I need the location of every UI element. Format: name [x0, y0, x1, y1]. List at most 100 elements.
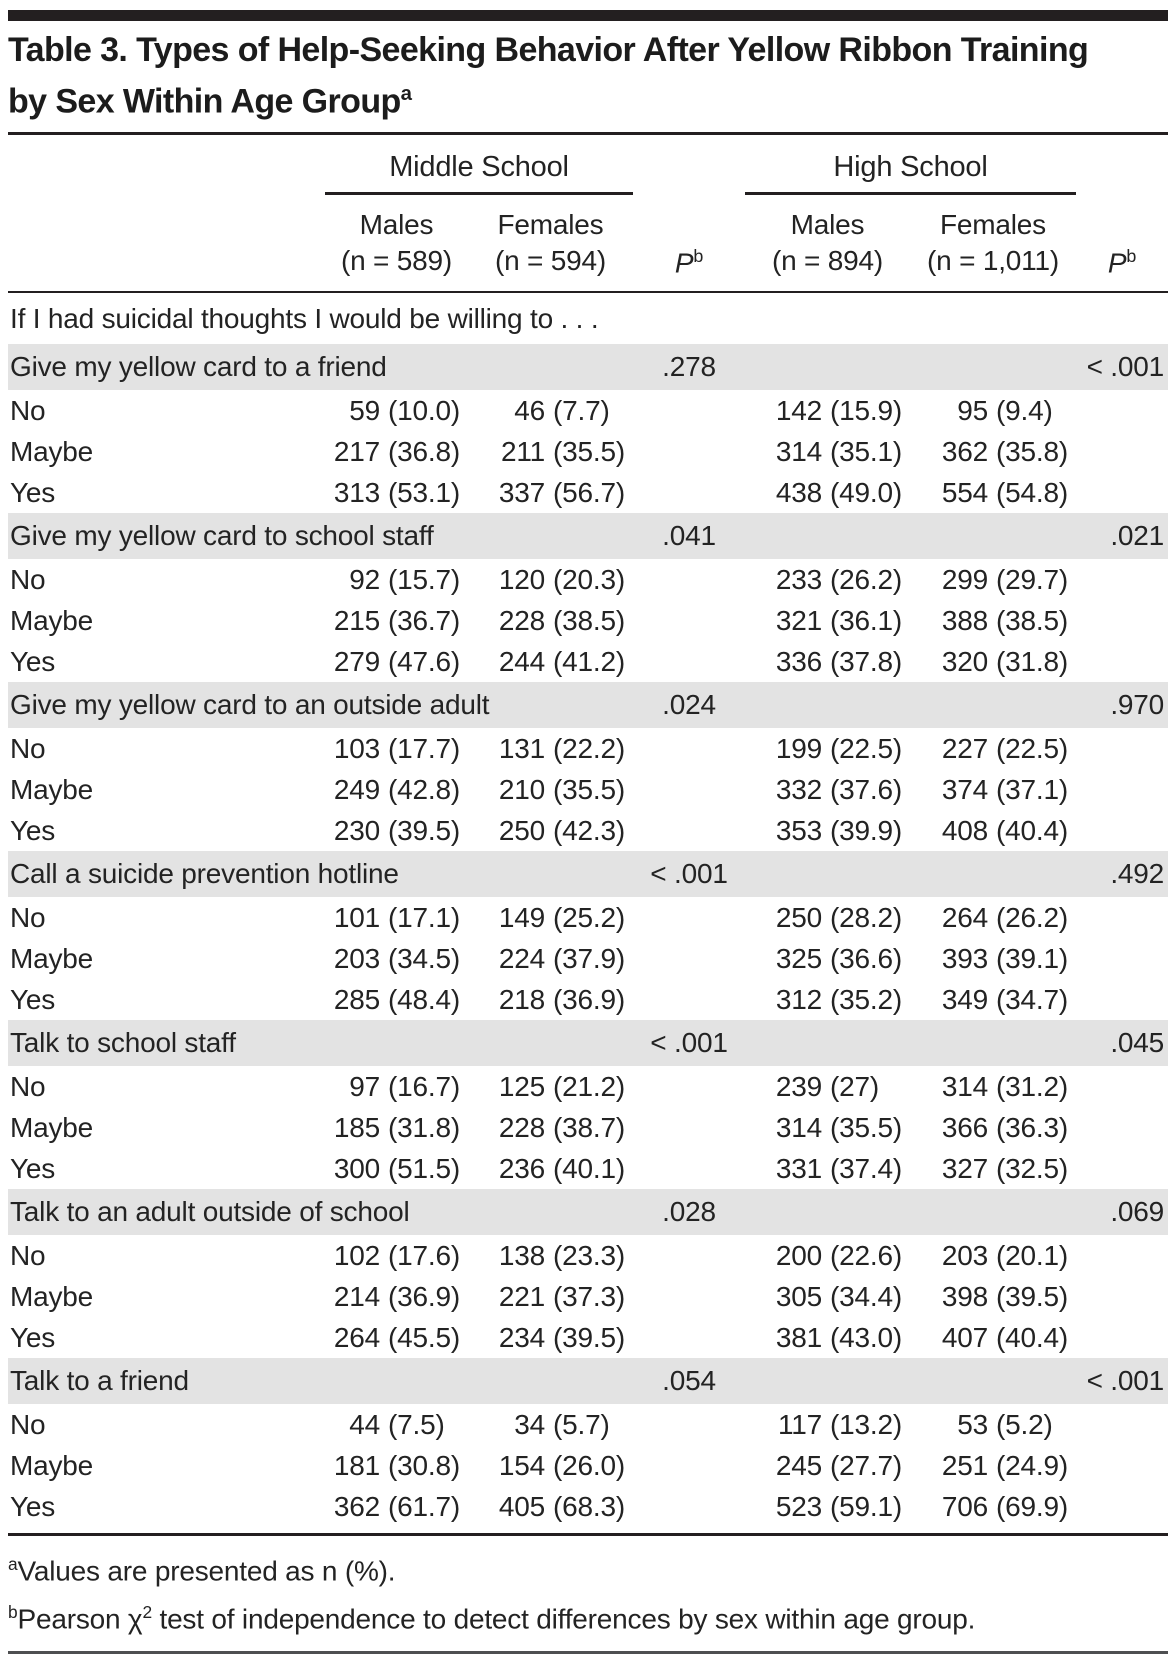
- question-stem-row: If I had suicidal thoughts I would be wi…: [8, 292, 1168, 344]
- col-hs-males: Males (n = 894): [771, 209, 884, 277]
- cell-ms-males: 203 (34.5): [333, 942, 460, 974]
- response-label: No: [10, 1070, 46, 1102]
- response-label: Maybe: [10, 1449, 94, 1481]
- behavior-row: Talk to a friend .054 < .001: [8, 1358, 1169, 1405]
- title-divider-rule: [8, 132, 1168, 136]
- cell-hs-females: 374 (37.1): [941, 773, 1068, 805]
- footnote-b: bPearson χ2 test of independence to dete…: [8, 1601, 976, 1634]
- cell-hs-females: 320 (31.8): [941, 645, 1068, 677]
- behavior-row: Talk to school staff < .001 .045: [8, 1020, 1169, 1067]
- response-label: No: [10, 1239, 46, 1271]
- behavior-label: Give my yellow card to school staff: [10, 520, 434, 552]
- table-row: Yes 285 (48.4) 218 (36.9) 312 (35.2) 349 (34.7): [8, 979, 1168, 1020]
- col-hs-females: Females (n = 1,011): [927, 209, 1059, 277]
- table-row: Yes 362 (61.7) 405 (68.3) 523 (59.1) 706 (69.9): [8, 1486, 1168, 1527]
- cell-ms-males: 103 (17.7): [333, 732, 460, 764]
- cell-ms-males: 44 (7.5): [349, 1408, 445, 1440]
- p-value-high: .069: [1110, 1196, 1165, 1228]
- table-row: Yes 279 (47.6) 244 (41.2) 336 (37.8) 320 (31.8): [8, 641, 1168, 682]
- cell-ms-males: 362 (61.7): [333, 1490, 460, 1522]
- cell-hs-females: 327 (32.5): [941, 1152, 1068, 1184]
- cell-ms-females: 244 (41.2): [498, 645, 625, 677]
- group-middle-school: Middle School: [325, 135, 633, 196]
- cell-hs-males: 336 (37.8): [775, 645, 902, 677]
- col-ms-males: Males (n = 589): [340, 209, 453, 277]
- col-p-middle: Pb: [674, 246, 704, 279]
- group-high-school: High School: [745, 135, 1077, 196]
- cell-hs-females: 362 (35.8): [941, 435, 1068, 467]
- cell-hs-females: 95 (9.4): [957, 394, 1053, 426]
- cell-ms-females: 228 (38.7): [498, 1111, 625, 1143]
- p-value-middle: .041: [662, 520, 716, 552]
- cell-ms-males: 215 (36.7): [333, 604, 460, 636]
- cell-hs-males: 314 (35.1): [775, 435, 902, 467]
- cell-hs-males: 438 (49.0): [775, 476, 902, 508]
- behavior-label: Talk to a friend: [10, 1365, 189, 1397]
- table-row: Maybe 181 (30.8) 154 (26.0) 245 (27.7) 251 (24.9…: [8, 1445, 1168, 1486]
- cell-hs-females: 53 (5.2): [957, 1408, 1053, 1440]
- cell-hs-males: 314 (35.5): [775, 1111, 902, 1143]
- table-row: Maybe 214 (36.9) 221 (37.3) 305 (34.4) 398 (39.5…: [8, 1276, 1168, 1317]
- cell-ms-males: 249 (42.8): [333, 773, 460, 805]
- response-label: No: [10, 1408, 46, 1440]
- p-value-high: .970: [1110, 689, 1165, 721]
- behavior-label: Give my yellow card to a friend: [10, 351, 387, 383]
- cell-hs-females: 227 (22.5): [941, 732, 1068, 764]
- cell-ms-males: 185 (31.8): [333, 1111, 460, 1143]
- p-value-high: < .001: [1086, 351, 1165, 383]
- col-p-high: Pb: [1107, 246, 1137, 279]
- cell-ms-females: 405 (68.3): [498, 1490, 625, 1522]
- top-rule-bar: [8, 10, 1168, 21]
- cell-hs-females: 251 (24.9): [941, 1449, 1068, 1481]
- p-value-middle: .028: [662, 1196, 716, 1228]
- cell-ms-males: 92 (15.7): [349, 563, 460, 595]
- cell-hs-males: 331 (37.4): [775, 1152, 902, 1184]
- cell-ms-females: 34 (5.7): [514, 1408, 610, 1440]
- cell-hs-males: 117 (13.2): [777, 1408, 902, 1440]
- response-label: Yes: [10, 476, 56, 508]
- cell-ms-females: 224 (37.9): [498, 942, 625, 974]
- footnotes: aValues are presented as n (%). bPearson…: [8, 1536, 1168, 1651]
- cell-hs-females: 314 (31.2): [941, 1070, 1068, 1102]
- table-row: Maybe 215 (36.7) 228 (38.5) 321 (36.1) 388 (38.5…: [8, 600, 1168, 641]
- bottom-rule: [8, 1650, 1168, 1654]
- cell-ms-males: 101 (17.1): [333, 901, 460, 933]
- cell-hs-females: 366 (36.3): [941, 1111, 1068, 1143]
- p-value-high: .045: [1110, 1027, 1165, 1059]
- behavior-label: Call a suicide prevention hotline: [10, 858, 399, 890]
- cell-ms-males: 285 (48.4): [333, 983, 460, 1015]
- cell-ms-males: 313 (53.1): [333, 476, 460, 508]
- cell-hs-males: 381 (43.0): [775, 1321, 902, 1353]
- behavior-row: Give my yellow card to an outside adult …: [8, 682, 1169, 729]
- response-label: Maybe: [10, 604, 94, 636]
- cell-hs-females: 398 (39.5): [941, 1280, 1068, 1312]
- cell-ms-females: 46 (7.7): [514, 394, 610, 426]
- behavior-row: Give my yellow card to a friend .278 < .…: [8, 344, 1169, 391]
- table-row: No 102 (17.6) 138 (23.3) 200 (22.6) 203 (20.1): [8, 1235, 1168, 1276]
- behavior-label: Give my yellow card to an outside adult: [10, 689, 490, 721]
- table-title: Table 3. Types of Help-Seeking Behavior …: [8, 28, 1168, 123]
- table-title-superscript: a: [400, 83, 412, 105]
- question-stem: If I had suicidal thoughts I would be wi…: [10, 302, 599, 334]
- p-value-high: .021: [1110, 520, 1165, 552]
- response-label: Maybe: [10, 942, 94, 974]
- table-row: No 44 (7.5) 34 (5.7) 117 (13.2) 53 (5.2): [8, 1404, 1168, 1445]
- paper-table-figure: Table 3. Types of Help-Seeking Behavior …: [0, 10, 1176, 1654]
- response-label: Yes: [10, 1490, 56, 1522]
- table-header: Middle School High School Males (n = 589)…: [8, 135, 1169, 293]
- table-title-line1: Table 3. Types of Help-Seeking Behavior …: [8, 31, 1089, 69]
- cell-ms-females: 250 (42.3): [498, 814, 625, 846]
- cell-hs-males: 353 (39.9): [775, 814, 902, 846]
- cell-hs-males: 233 (26.2): [775, 563, 902, 595]
- response-label: No: [10, 901, 46, 933]
- cell-ms-females: 125 (21.2): [498, 1070, 625, 1102]
- cell-hs-males: 305 (34.4): [775, 1280, 902, 1312]
- cell-ms-females: 218 (36.9): [498, 983, 625, 1015]
- behavior-label: Talk to an adult outside of school: [10, 1196, 410, 1228]
- p-value-middle: .054: [662, 1365, 716, 1397]
- results-table: Middle School High School Males (n = 589)…: [8, 135, 1169, 1527]
- cell-hs-females: 554 (54.8): [941, 476, 1068, 508]
- cell-hs-females: 408 (40.4): [941, 814, 1068, 846]
- table-title-line2: by Sex Within Age Group: [8, 82, 401, 121]
- cell-ms-males: 102 (17.6): [333, 1239, 460, 1271]
